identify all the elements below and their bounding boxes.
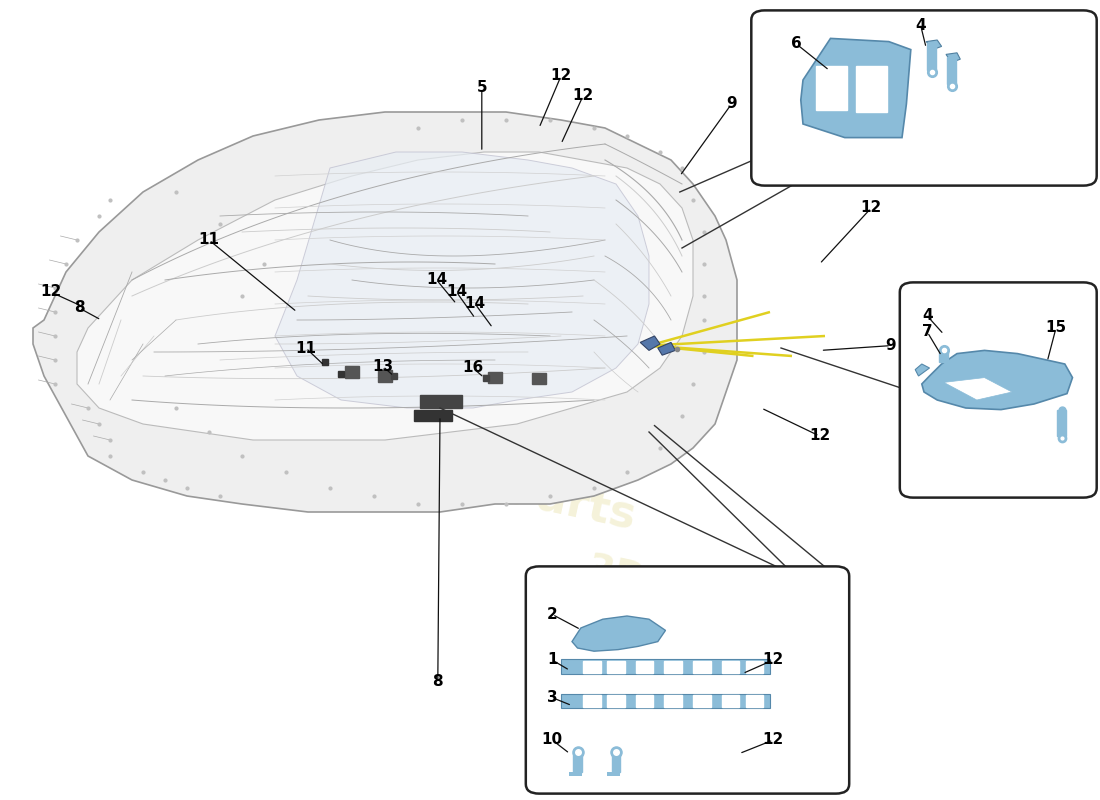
Bar: [693, 695, 711, 707]
Bar: [947, 57, 956, 84]
Text: 9: 9: [886, 338, 896, 353]
Bar: [636, 661, 653, 673]
Text: 12: 12: [572, 89, 594, 103]
Text: 7: 7: [922, 325, 933, 339]
Bar: [746, 661, 763, 673]
Text: 3: 3: [547, 690, 558, 705]
Bar: [561, 659, 770, 674]
Polygon shape: [275, 152, 649, 408]
FancyBboxPatch shape: [900, 282, 1097, 498]
Polygon shape: [640, 336, 660, 350]
Polygon shape: [926, 40, 942, 50]
Bar: [561, 694, 770, 708]
Text: 11: 11: [295, 341, 317, 355]
FancyBboxPatch shape: [526, 566, 849, 794]
Polygon shape: [944, 378, 1012, 400]
Bar: [607, 695, 625, 707]
Bar: [607, 661, 625, 673]
Bar: [345, 366, 359, 378]
Bar: [722, 695, 739, 707]
Text: 11: 11: [198, 233, 220, 247]
Text: 8: 8: [74, 301, 85, 315]
Bar: [816, 66, 847, 110]
Text: 10: 10: [541, 733, 563, 747]
Bar: [693, 661, 711, 673]
Text: 9: 9: [726, 97, 737, 111]
Text: 1: 1: [547, 653, 558, 667]
Text: Parts: Parts: [504, 470, 640, 538]
Bar: [722, 661, 739, 673]
Bar: [612, 753, 620, 772]
Text: 12: 12: [860, 201, 882, 215]
Text: 12: 12: [762, 653, 784, 667]
Text: 3D: 3D: [288, 337, 416, 431]
Text: 14: 14: [446, 285, 468, 299]
Polygon shape: [922, 350, 1072, 410]
Bar: [746, 695, 763, 707]
Text: 14: 14: [426, 273, 448, 287]
Polygon shape: [915, 364, 930, 376]
Text: 12: 12: [762, 733, 784, 747]
Bar: [414, 410, 452, 421]
Text: 16: 16: [462, 361, 484, 375]
Text: Car: Car: [648, 602, 716, 646]
Bar: [664, 661, 682, 673]
Polygon shape: [77, 152, 693, 440]
Text: 3D: 3D: [583, 551, 649, 601]
Bar: [583, 661, 601, 673]
Bar: [420, 395, 462, 408]
Bar: [664, 695, 682, 707]
Text: Car: Car: [430, 412, 538, 484]
Polygon shape: [801, 38, 911, 138]
Polygon shape: [607, 772, 620, 776]
Text: Parts: Parts: [694, 650, 780, 694]
Bar: [583, 695, 601, 707]
Polygon shape: [33, 112, 737, 512]
Text: 14: 14: [464, 297, 486, 311]
Text: 6: 6: [791, 37, 802, 51]
Bar: [532, 373, 546, 384]
Bar: [1057, 410, 1066, 436]
Bar: [488, 372, 502, 383]
Bar: [939, 352, 948, 362]
Bar: [927, 43, 936, 70]
Text: 4: 4: [922, 309, 933, 323]
Text: 5: 5: [476, 81, 487, 95]
Polygon shape: [658, 342, 675, 355]
Text: 4: 4: [915, 18, 926, 33]
FancyBboxPatch shape: [751, 10, 1097, 186]
Text: 8: 8: [432, 674, 443, 689]
Bar: [378, 370, 392, 382]
Text: 13: 13: [372, 359, 394, 374]
Bar: [573, 753, 582, 772]
Bar: [636, 695, 653, 707]
Bar: [856, 66, 887, 112]
Text: 15: 15: [1045, 321, 1067, 335]
Text: 12: 12: [40, 285, 62, 299]
Text: 2: 2: [547, 607, 558, 622]
Polygon shape: [569, 772, 582, 776]
Text: 12: 12: [808, 429, 830, 443]
Text: 12: 12: [550, 69, 572, 83]
Polygon shape: [572, 616, 666, 651]
Polygon shape: [946, 53, 960, 62]
